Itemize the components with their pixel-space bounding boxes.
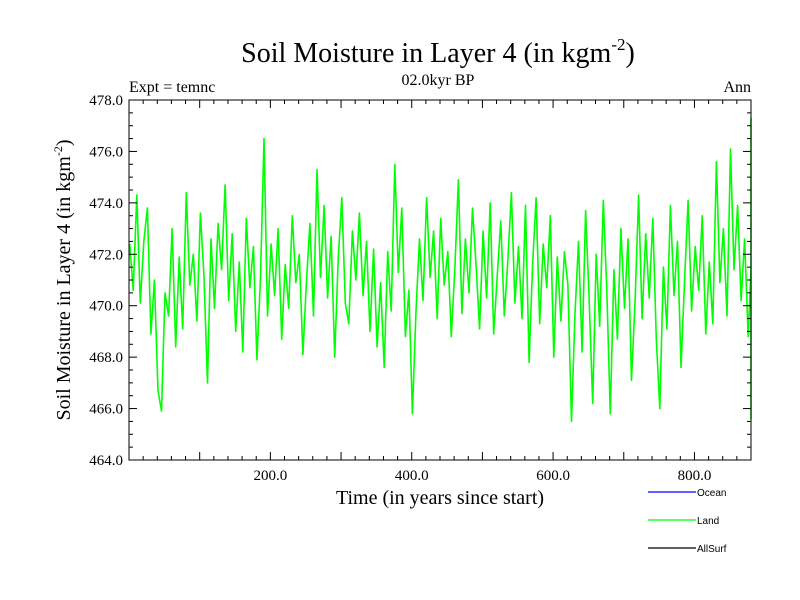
- y-axis: 464.0 466.0 468.0 470.0 472.0 474.0 476.0 478.0: [89, 93, 751, 469]
- chart-title-main: Soil Moisture in Layer 4 (in kgm: [241, 38, 611, 69]
- plot-frame: [128, 99, 752, 461]
- y-tick-label: 478.0: [89, 93, 123, 109]
- x-tick-label: 200.0: [253, 468, 287, 484]
- subtitle-center: 02.0kyr BP: [402, 72, 475, 89]
- y-axis-label-close: ): [53, 139, 75, 146]
- legend-label-ocean: Ocean: [697, 488, 726, 499]
- chart-title-sup: -2: [611, 35, 625, 54]
- subtitle-right: Ann: [723, 79, 751, 96]
- title-group: Soil Moisture in Layer 4 (in kgm-2): [241, 35, 635, 69]
- y-tick-label: 472.0: [89, 247, 123, 263]
- y-axis-label-main: Soil Moisture in Layer 4 (in kgm: [53, 156, 75, 421]
- series-line-land: [128, 117, 752, 423]
- x-tick-label: 600.0: [536, 468, 570, 484]
- y-tick-label: 464.0: [89, 453, 123, 469]
- y-axis-label: Soil Moisture in Layer 4 (in kgm-2): [51, 139, 75, 420]
- y-tick-label: 476.0: [89, 144, 123, 160]
- chart-title: Soil Moisture in Layer 4 (in kgm-2): [241, 35, 635, 69]
- subtitle-left: Expt = temnc: [129, 79, 215, 96]
- x-tick-label: 400.0: [395, 468, 429, 484]
- y-axis-label-sup: -2: [51, 146, 65, 156]
- legend-label-allsurf: AllSurf: [697, 544, 727, 555]
- x-axis-label: Time (in years since start): [336, 487, 544, 509]
- legend: Ocean Land AllSurf: [648, 488, 727, 555]
- legend-label-land: Land: [697, 516, 719, 527]
- y-tick-label: 468.0: [89, 350, 123, 366]
- plot-area: [128, 117, 752, 423]
- y-tick-label: 474.0: [89, 196, 123, 212]
- chart-title-close: ): [626, 38, 635, 69]
- y-tick-label: 466.0: [89, 402, 123, 418]
- x-tick-label: 800.0: [678, 468, 712, 484]
- y-tick-label: 470.0: [89, 299, 123, 315]
- x-axis: 200.0 400.0 600.0 800.0: [142, 100, 738, 484]
